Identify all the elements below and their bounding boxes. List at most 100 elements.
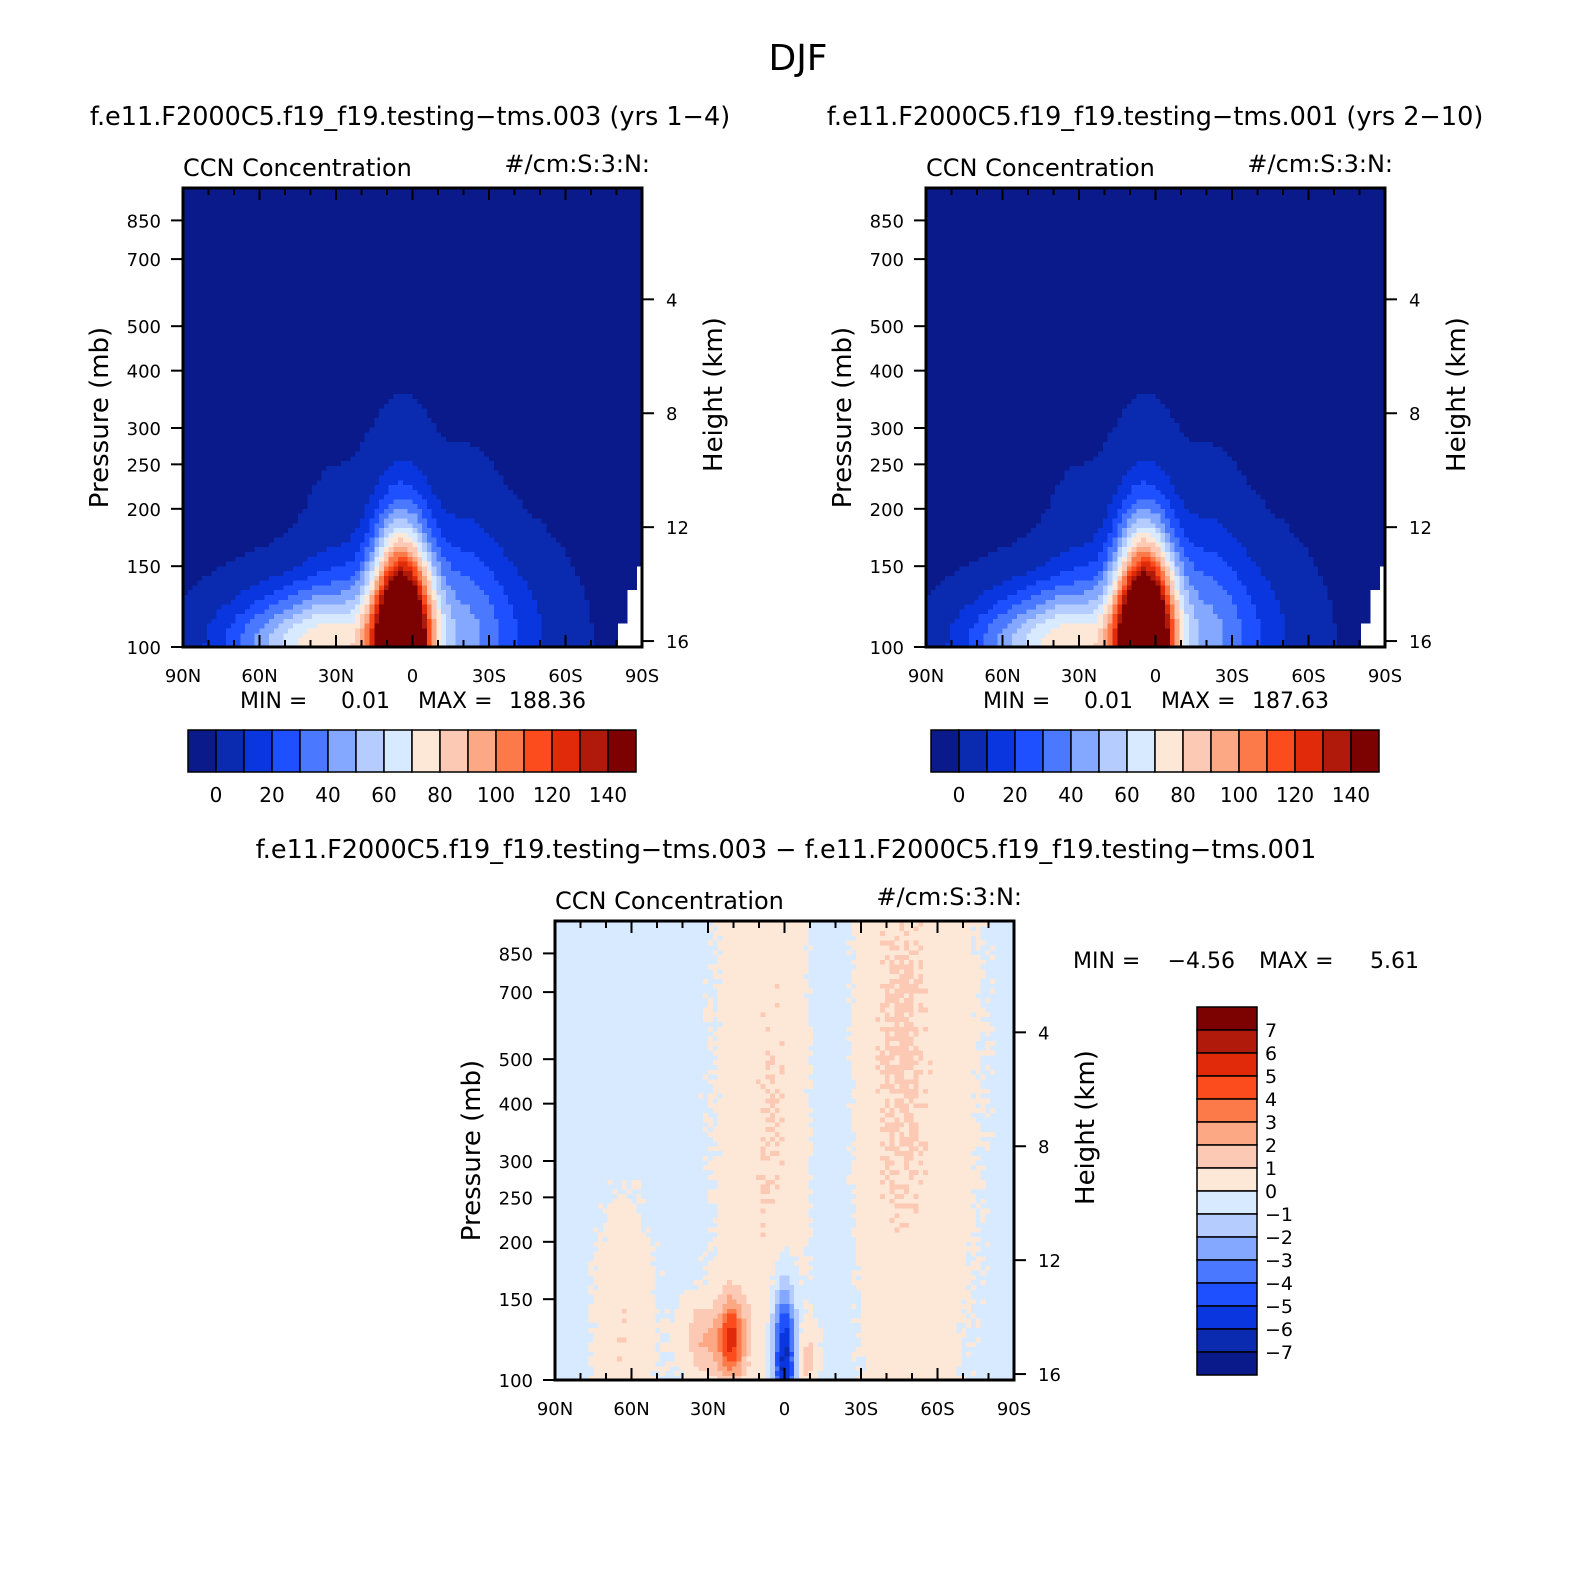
- contour-cell: [226, 504, 231, 509]
- contour-cell: [298, 355, 303, 360]
- contour-cell: [274, 547, 279, 552]
- contour-cell: [293, 260, 298, 265]
- contour-cell: [193, 547, 198, 552]
- contour-cell: [260, 336, 265, 341]
- contour-cell: [303, 451, 308, 456]
- contour-cell: [427, 427, 432, 432]
- contour-cell: [303, 527, 308, 532]
- contour-cell: [283, 408, 288, 413]
- contour-cell: [379, 599, 384, 604]
- contour-cell: [427, 585, 432, 590]
- contour-cell: [355, 212, 360, 217]
- contour-cell: [374, 618, 379, 623]
- contour-cell: [188, 274, 193, 279]
- contour-cell: [312, 527, 317, 532]
- contour-cell: [193, 331, 198, 336]
- contour-cell: [307, 365, 312, 370]
- contour-cell: [212, 231, 217, 236]
- contour-cell: [255, 265, 260, 270]
- contour-cell: [303, 585, 308, 590]
- contour-cell: [226, 432, 231, 437]
- contour-cell: [283, 566, 288, 571]
- contour-cell: [207, 317, 212, 322]
- contour-cell: [216, 465, 221, 470]
- contour-cell: [398, 413, 403, 418]
- contour-cell: [369, 408, 374, 413]
- contour-cell: [389, 604, 394, 609]
- contour-cell: [250, 542, 255, 547]
- contour-cell: [384, 221, 389, 226]
- contour-cell: [245, 542, 250, 547]
- contour-cell: [231, 269, 236, 274]
- contour-cell: [216, 571, 221, 576]
- contour-cell: [336, 461, 341, 466]
- contour-cell: [393, 599, 398, 604]
- contour-cell: [312, 331, 317, 336]
- contour-cell: [365, 518, 370, 523]
- contour-cell: [379, 308, 384, 313]
- contour-cell: [355, 566, 360, 571]
- contour-cell: [417, 614, 422, 619]
- contour-cell: [393, 303, 398, 308]
- contour-cell: [365, 279, 370, 284]
- contour-cell: [374, 523, 379, 528]
- contour-cell: [207, 523, 212, 528]
- contour-cell: [427, 571, 432, 576]
- contour-cell: [355, 614, 360, 619]
- contour-cell: [283, 427, 288, 432]
- contour-cell: [312, 418, 317, 423]
- contour-cell: [403, 609, 408, 614]
- contour-cell: [379, 212, 384, 217]
- contour-cell: [226, 623, 231, 628]
- contour-cell: [408, 446, 413, 451]
- contour-cell: [331, 580, 336, 585]
- contour-cell: [331, 384, 336, 389]
- contour-cell: [303, 327, 308, 332]
- contour-cell: [408, 523, 413, 528]
- contour-cell: [336, 566, 341, 571]
- contour-cell: [274, 236, 279, 241]
- contour-cell: [240, 255, 245, 260]
- contour-cell: [403, 571, 408, 576]
- contour-cell: [355, 618, 360, 623]
- contour-cell: [341, 475, 346, 480]
- contour-cell: [240, 537, 245, 542]
- contour-cell: [384, 418, 389, 423]
- contour-cell: [413, 327, 418, 332]
- contour-cell: [379, 484, 384, 489]
- contour-cell: [307, 551, 312, 556]
- contour-cell: [264, 327, 269, 332]
- contour-cell: [336, 475, 341, 480]
- contour-cell: [355, 427, 360, 432]
- contour-cell: [207, 217, 212, 222]
- contour-cell: [274, 537, 279, 542]
- contour-cell: [389, 518, 394, 523]
- contour-cell: [231, 250, 236, 255]
- contour-cell: [317, 303, 322, 308]
- contour-cell: [193, 360, 198, 365]
- contour-cell: [369, 614, 374, 619]
- contour-cell: [216, 580, 221, 585]
- contour-cell: [298, 508, 303, 513]
- contour-cell: [231, 317, 236, 322]
- contour-cell: [317, 212, 322, 217]
- contour-cell: [322, 379, 327, 384]
- contour-cell: [226, 384, 231, 389]
- contour-cell: [417, 422, 422, 427]
- contour-cell: [403, 561, 408, 566]
- contour-cell: [355, 441, 360, 446]
- contour-cell: [326, 360, 331, 365]
- contour-cell: [369, 293, 374, 298]
- contour-cell: [413, 384, 418, 389]
- contour-cell: [341, 193, 346, 198]
- contour-cell: [250, 355, 255, 360]
- contour-cell: [346, 475, 351, 480]
- contour-cell: [374, 374, 379, 379]
- contour-cell: [293, 274, 298, 279]
- contour-cell: [307, 322, 312, 327]
- contour-cell: [413, 604, 418, 609]
- contour-cell: [398, 327, 403, 332]
- contour-cell: [188, 551, 193, 556]
- contour-cell: [408, 398, 413, 403]
- contour-cell: [398, 556, 403, 561]
